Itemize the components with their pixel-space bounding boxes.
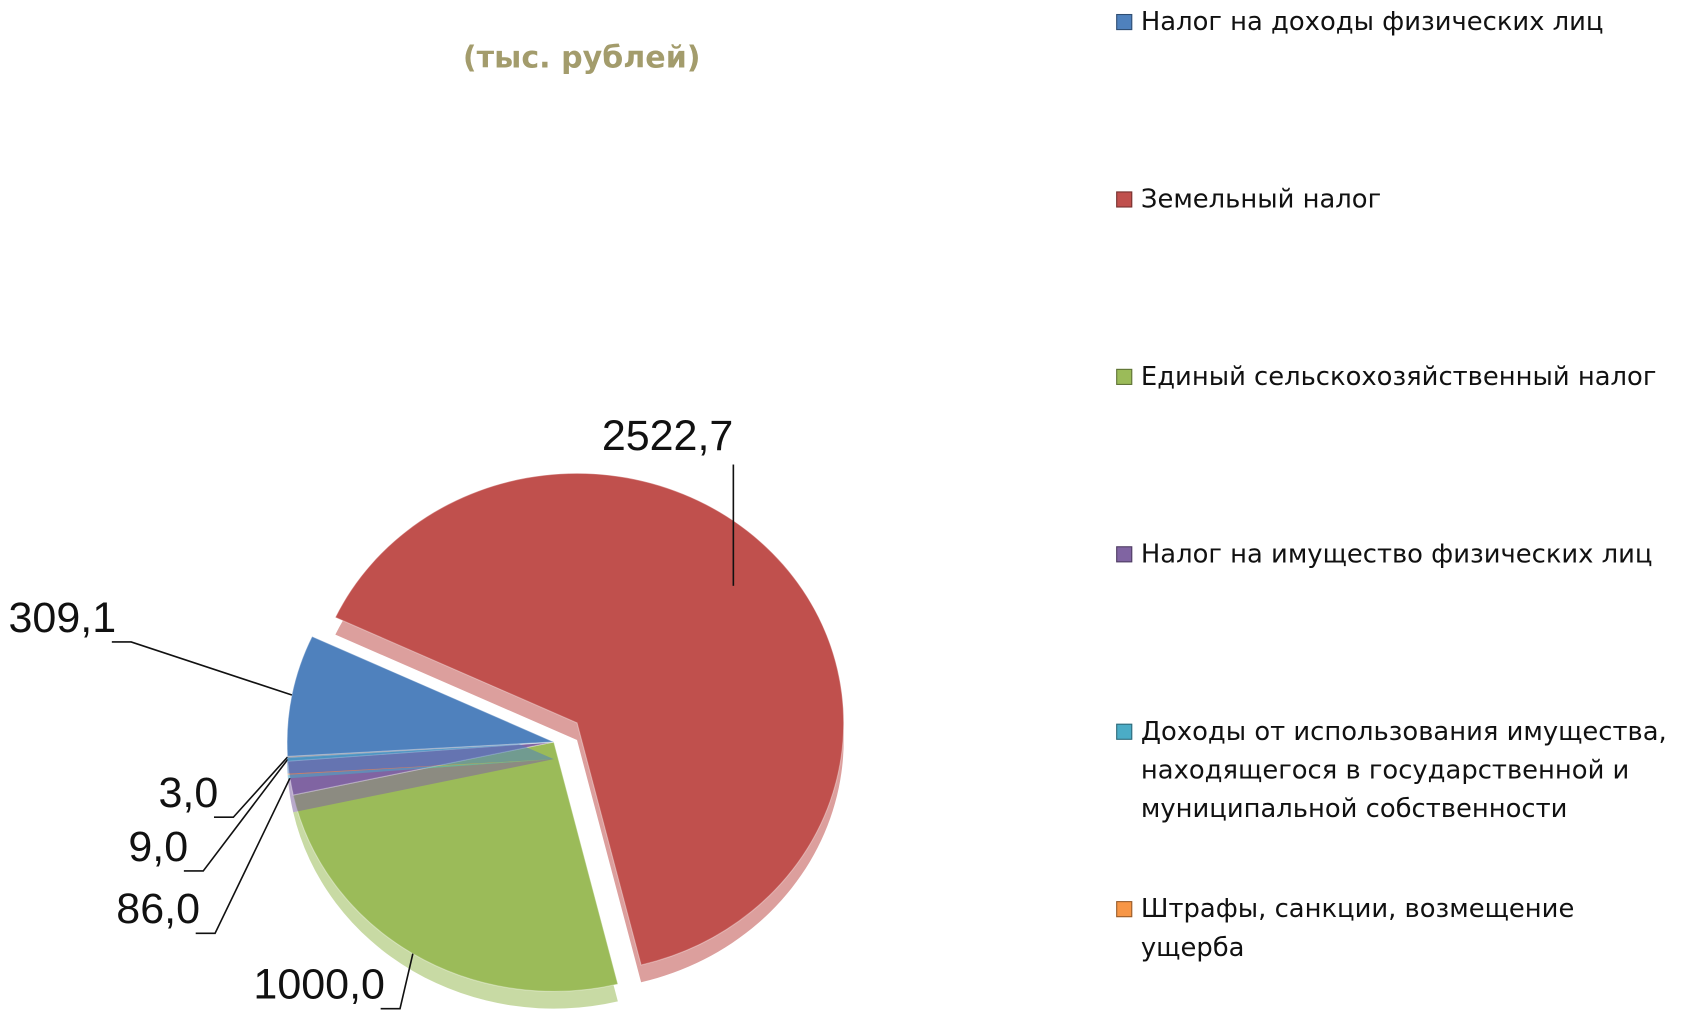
data-label: 2522,7 [602,412,734,460]
data-label: 309,1 [9,594,117,642]
leader-line [183,758,289,872]
legend-swatch [1116,13,1133,31]
legend-item: Единый сельскохозяйственный налог [1116,357,1675,396]
pie-slice-side [287,759,554,775]
legend-swatch [1116,723,1133,740]
chart: (тыс. рублей) 2522,7 1000,0 86,0 9,0 3,0 309,… [9,41,845,1010]
legend-item: Налог на доходы физических лиц [1116,2,1675,41]
legend-item: Налог на имущество физических лиц [1116,534,1675,573]
legend-label: Налог на имущество физических лиц [1140,538,1653,569]
leader-line [195,777,291,935]
legend-swatch [1116,901,1133,918]
pie-slice-side [287,759,554,779]
legend-item: Доходы от использования имущества, наход… [1116,712,1675,828]
pie-slice [292,741,619,992]
legend-label: Налог на доходы физических лиц [1140,6,1604,37]
data-label: 1000,0 [253,960,385,1008]
legend-label: Доходы от использования имущества, наход… [1140,716,1667,824]
legend-label: Штрафы, санкции, возмещение ущерба [1140,893,1575,963]
legend-item: Штрафы, санкции, возмещение ущерба [1116,889,1675,966]
legend-item: Земельный налог [1116,180,1675,219]
data-label: 86,0 [116,885,200,933]
legend-label: Единый сельскохозяйственный налог [1140,361,1657,392]
legend-swatch [1116,191,1133,208]
pie-slice [286,635,554,757]
data-label: 3,0 [159,769,219,817]
legend-swatch [1116,546,1133,563]
legend-label: Земельный налог [1140,183,1382,214]
leader-line [213,756,289,819]
data-label: 9,0 [128,823,188,871]
pie-slice-side [287,759,554,813]
pie-slice [334,472,845,966]
leader-line [111,641,293,696]
legend-swatch [1116,368,1133,385]
leader-line [380,953,414,1010]
chart-subtitle: (тыс. рублей) [463,41,701,76]
